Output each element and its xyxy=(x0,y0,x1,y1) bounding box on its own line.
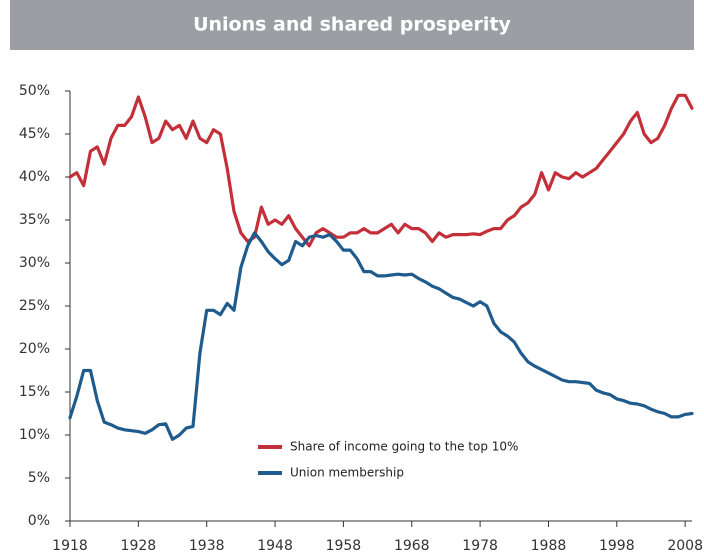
x-tick-label: 1928 xyxy=(121,538,157,554)
y-tick-label: 45% xyxy=(19,126,50,142)
x-tick-label: 1978 xyxy=(462,538,498,554)
y-tick-label: 5% xyxy=(28,470,50,486)
series-line xyxy=(68,231,694,441)
legend-label: Union membership xyxy=(290,466,404,480)
title-bar xyxy=(10,0,694,50)
x-tick-label: 1938 xyxy=(189,538,225,554)
series-line xyxy=(68,93,694,248)
x-tick-label: 1998 xyxy=(599,538,635,554)
y-tick-label: 50% xyxy=(19,83,50,99)
x-tick-label: 1988 xyxy=(531,538,567,554)
x-tick-label: 1918 xyxy=(52,538,88,554)
y-tick-label: 0% xyxy=(28,513,50,529)
y-tick-label: 35% xyxy=(19,212,50,228)
y-tick-label: 30% xyxy=(19,255,50,271)
x-tick-label: 2008 xyxy=(667,538,703,554)
y-tick-label: 40% xyxy=(19,169,50,185)
y-tick-label: 15% xyxy=(19,384,50,400)
y-tick-label: 20% xyxy=(19,341,50,357)
x-tick-label: 1968 xyxy=(394,538,430,554)
x-tick-label: 1948 xyxy=(257,538,293,554)
chart-title: Unions and shared prosperity xyxy=(193,14,511,36)
legend-label: Share of income going to the top 10% xyxy=(290,440,518,454)
y-tick-label: 10% xyxy=(19,427,50,443)
x-tick-label: 1958 xyxy=(326,538,362,554)
y-tick-label: 25% xyxy=(19,298,50,314)
